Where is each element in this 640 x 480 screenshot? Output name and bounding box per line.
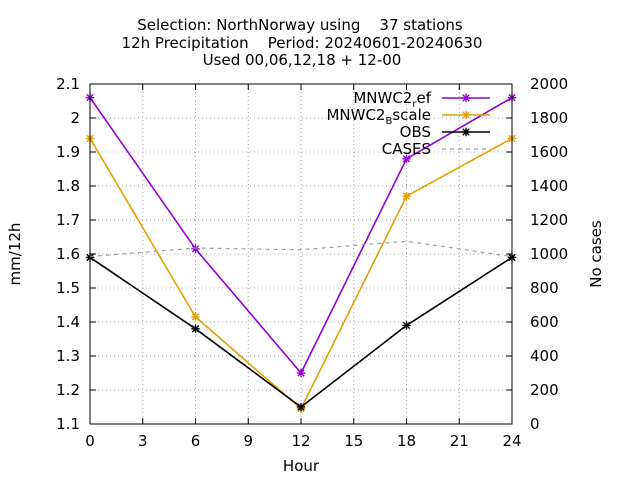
data-point <box>191 324 200 333</box>
y2-tick-label: 0 <box>530 415 540 433</box>
legend-label: OBS <box>400 123 431 141</box>
y-tick-label: 1.7 <box>56 211 80 229</box>
y2-tick-label: 2000 <box>530 75 568 93</box>
series-cases <box>89 240 513 258</box>
y-tick-label: 1.5 <box>56 279 80 297</box>
series-layer <box>85 93 517 413</box>
x-tick-label: 3 <box>138 432 148 450</box>
x-tick-label: 21 <box>450 432 469 450</box>
legend-label-main: MNWC2 <box>326 106 385 124</box>
x-tick-label: 18 <box>397 432 416 450</box>
y2-tick-label: 600 <box>530 313 559 331</box>
x-tick-label: 24 <box>502 432 521 450</box>
y-tick-label: 2.1 <box>56 75 80 93</box>
y2-tick-label: 1200 <box>530 211 568 229</box>
legend-label: CASES <box>382 140 431 158</box>
data-point <box>296 402 306 412</box>
y2-tick-label: 1400 <box>530 177 568 195</box>
legend-entry: MNWC2Bscale <box>326 106 490 127</box>
legend-entry: CASES <box>382 140 490 158</box>
plot-frame <box>89 83 513 425</box>
x-tick-label: 6 <box>191 432 201 450</box>
legend-label-tail: ef <box>416 89 431 107</box>
axis-ticks: 0 3 6 9 12 15 18 21 24 1.1 1.2 1.3 1.4 1.5 1.6 1.7 1.8 1.… <box>56 75 568 450</box>
x-tick-label: 9 <box>243 432 253 450</box>
series-line <box>89 96 513 375</box>
legend-label-main: OBS <box>400 123 431 141</box>
y2-tick-label: 400 <box>530 347 559 365</box>
data-point <box>296 368 306 378</box>
y-tick-label: 2 <box>70 109 80 127</box>
y2-tick-label: 200 <box>530 381 559 399</box>
y-axis-label: mm/12h <box>6 223 24 286</box>
legend-marker <box>461 93 471 103</box>
legend-label-main: MNWC2 <box>353 89 412 107</box>
legend-marker <box>461 110 471 120</box>
x-tick-label: 15 <box>344 432 363 450</box>
data-point <box>402 154 411 163</box>
x-axis-label: Hour <box>283 457 320 475</box>
title-line-2: 12h Precipitation Period: 20240601-20240… <box>122 34 483 52</box>
x-tick-label: 12 <box>291 432 310 450</box>
series-mnwc2-ref <box>85 93 517 378</box>
y-tick-label: 1.8 <box>56 177 80 195</box>
legend-marker <box>461 127 471 137</box>
data-point <box>402 321 411 330</box>
legend-label: MNWC2Bscale <box>326 106 431 127</box>
series-line <box>89 240 513 258</box>
legend-label-main: CASES <box>382 140 431 158</box>
data-point <box>191 244 200 254</box>
y2-tick-label: 1800 <box>530 109 568 127</box>
title-line-1: Selection: NorthNorway using 37 stations <box>137 16 463 34</box>
data-point <box>402 192 411 201</box>
legend-label-sub: r <box>412 99 417 110</box>
x-tick-label: 0 <box>85 432 95 450</box>
y-tick-label: 1.6 <box>56 245 80 263</box>
y-tick-label: 1.2 <box>56 381 80 399</box>
y2-axis-label: No cases <box>587 220 605 288</box>
y-tick-label: 1.1 <box>56 415 80 433</box>
y-tick-label: 1.9 <box>56 143 80 161</box>
title-line-3: Used 00,06,12,18 + 12-00 <box>203 51 402 69</box>
legend-label-tail: scale <box>392 106 431 124</box>
legend-entry: MNWC2ref <box>353 89 490 110</box>
y2-tick-label: 800 <box>530 279 559 297</box>
y-tick-label: 1.3 <box>56 347 80 365</box>
y-tick-label: 1.4 <box>56 313 80 331</box>
grid-lines <box>90 84 512 424</box>
legend-label-sub: B <box>385 116 392 127</box>
y2-tick-label: 1000 <box>530 245 568 263</box>
y2-tick-label: 1600 <box>530 143 568 161</box>
data-point <box>191 312 200 322</box>
legend-entry: OBS <box>400 123 490 141</box>
chart-title: Selection: NorthNorway using 37 stations… <box>122 16 483 69</box>
legend-label: MNWC2ref <box>353 89 431 110</box>
